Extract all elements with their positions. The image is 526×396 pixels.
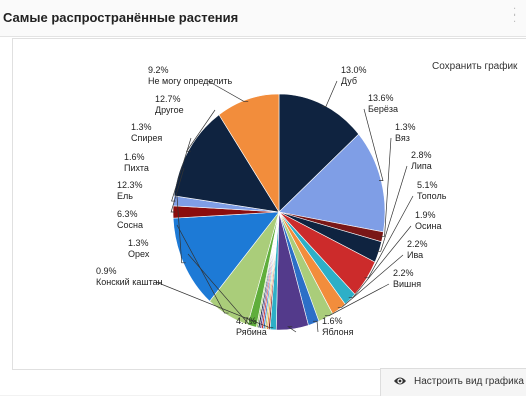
slice-1-percent-label: 13.0%: [341, 65, 367, 75]
slice-12-percent-label: 1.3%: [128, 238, 149, 248]
slice-16-percent-label: 1.3%: [131, 122, 152, 132]
slice-14-percent-label: 12.3%: [117, 180, 143, 190]
slice-4-percent-label: 2.8%: [411, 150, 432, 160]
slice-12-name-label: Орех: [128, 249, 150, 259]
leader-line-1: [321, 80, 338, 108]
slice-8-percent-label: 2.2%: [393, 268, 414, 278]
panel-title: Самые распространённые растения: [3, 10, 239, 25]
configure-chart-button[interactable]: Настроить вид графика: [380, 368, 526, 396]
resize-handle-icon[interactable]: ⁚ ⁚: [513, 7, 517, 25]
slice-7-name-label: Ива: [407, 250, 423, 260]
leader-line-7: [337, 254, 404, 308]
slice-17-name-label: Другое: [155, 105, 184, 115]
leader-line-9: [313, 320, 319, 333]
slice-5-name-label: Тополь: [417, 191, 447, 201]
leader-line-5: [364, 195, 414, 279]
pie-slice-1: [278, 93, 360, 213]
leader-line-12: [187, 253, 253, 325]
slice-2-name-label: Берёза: [368, 104, 398, 114]
slice-3-name-label: Вяз: [395, 133, 410, 143]
slice-4-name-label: Липа: [411, 161, 432, 171]
leader-line-10: [287, 326, 297, 333]
slice-13-percent-label: 6.3%: [117, 209, 138, 219]
slice-8-name-label: Вишня: [393, 279, 421, 289]
slice-14-name-label: Ель: [117, 191, 133, 201]
slice-2-percent-label: 13.6%: [368, 93, 394, 103]
slice-5-percent-label: 5.1%: [417, 180, 438, 190]
configure-chart-label: Настроить вид графика: [414, 376, 524, 387]
slice-18-name-label: Не могу определить: [148, 76, 233, 86]
leader-line-14: [176, 195, 186, 264]
save-chart-link[interactable]: Сохранить график: [432, 61, 518, 72]
slice-15-name-label: Пихта: [124, 163, 149, 173]
slice-7-percent-label: 2.2%: [407, 239, 428, 249]
leader-line-2: [363, 108, 384, 181]
slice-3-percent-label: 1.3%: [395, 122, 416, 132]
leader-line-8: [324, 283, 390, 317]
leader-line-18: [207, 80, 249, 102]
leader-line-3: [380, 137, 392, 237]
pie-slice-14: [172, 211, 280, 302]
slice-18-percent-label: 9.2%: [148, 65, 169, 75]
slice-11-name-label: Конский каштан: [96, 277, 163, 287]
leader-line-11: [155, 281, 274, 328]
leader-line-13: [176, 224, 229, 314]
slice-16-name-label: Спирея: [131, 133, 162, 143]
panel-header: Самые распространённые растения ⁚ ⁚: [0, 0, 526, 37]
slice-6-percent-label: 1.9%: [415, 210, 436, 220]
slice-13-name-label: Сосна: [117, 220, 143, 230]
slice-9-name-label: Яблоня: [322, 327, 354, 337]
pie-slice-2: [278, 133, 386, 233]
leader-line-4: [376, 165, 408, 252]
slice-10-name-label: Рябина: [236, 327, 267, 337]
slice-17-percent-label: 12.7%: [155, 94, 181, 104]
slice-1-name-label: Дуб: [341, 76, 357, 86]
slice-15-percent-label: 1.6%: [124, 152, 145, 162]
slice-9-percent-label: 1.6%: [322, 316, 343, 326]
pie-chart: 13.0%Дуб13.6%Берёза1.3%Вяз2.8%Липа5.1%То…: [96, 65, 447, 337]
pie-slice-18: [218, 93, 280, 214]
leader-line-17: [185, 109, 216, 152]
leader-line-16: [171, 137, 192, 202]
slice-6-name-label: Осина: [415, 221, 442, 231]
eye-icon: [393, 375, 407, 390]
leader-line-15: [170, 167, 185, 213]
slice-11-percent-label: 0.9%: [96, 266, 117, 276]
